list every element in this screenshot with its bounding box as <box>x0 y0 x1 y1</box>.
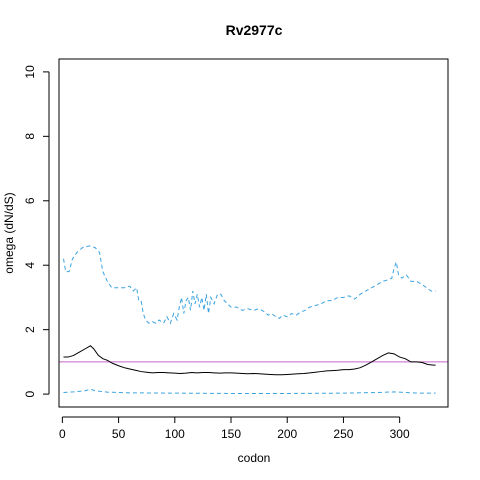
x-tick-label: 250 <box>333 427 353 441</box>
x-tick-label: 150 <box>221 427 241 441</box>
y-axis-label: omega (dN/dS) <box>2 192 16 273</box>
x-tick-label: 50 <box>112 427 126 441</box>
y-tick-label: 2 <box>23 326 37 333</box>
series-line-lower <box>63 388 436 394</box>
y-tick-label: 0 <box>23 390 37 397</box>
y-axis: 0 2 4 6 8 10 <box>23 65 50 397</box>
chart-title: Rv2977c <box>226 22 283 38</box>
x-axis: 0 50 100 150 200 250 300 <box>59 416 410 441</box>
y-tick-label: 8 <box>23 133 37 140</box>
series-line-estimate <box>63 345 436 376</box>
plot-border <box>58 58 449 408</box>
series-line-upper <box>63 245 436 325</box>
x-axis-label: codon <box>238 451 271 465</box>
x-tick-label: 200 <box>277 427 297 441</box>
x-tick-label: 300 <box>390 427 410 441</box>
x-tick-label: 100 <box>165 427 185 441</box>
x-tick-label: 0 <box>59 427 66 441</box>
y-tick-label: 6 <box>23 197 37 204</box>
plot-area <box>59 245 448 394</box>
y-tick-label: 4 <box>23 262 37 269</box>
y-tick-label: 10 <box>23 65 37 79</box>
